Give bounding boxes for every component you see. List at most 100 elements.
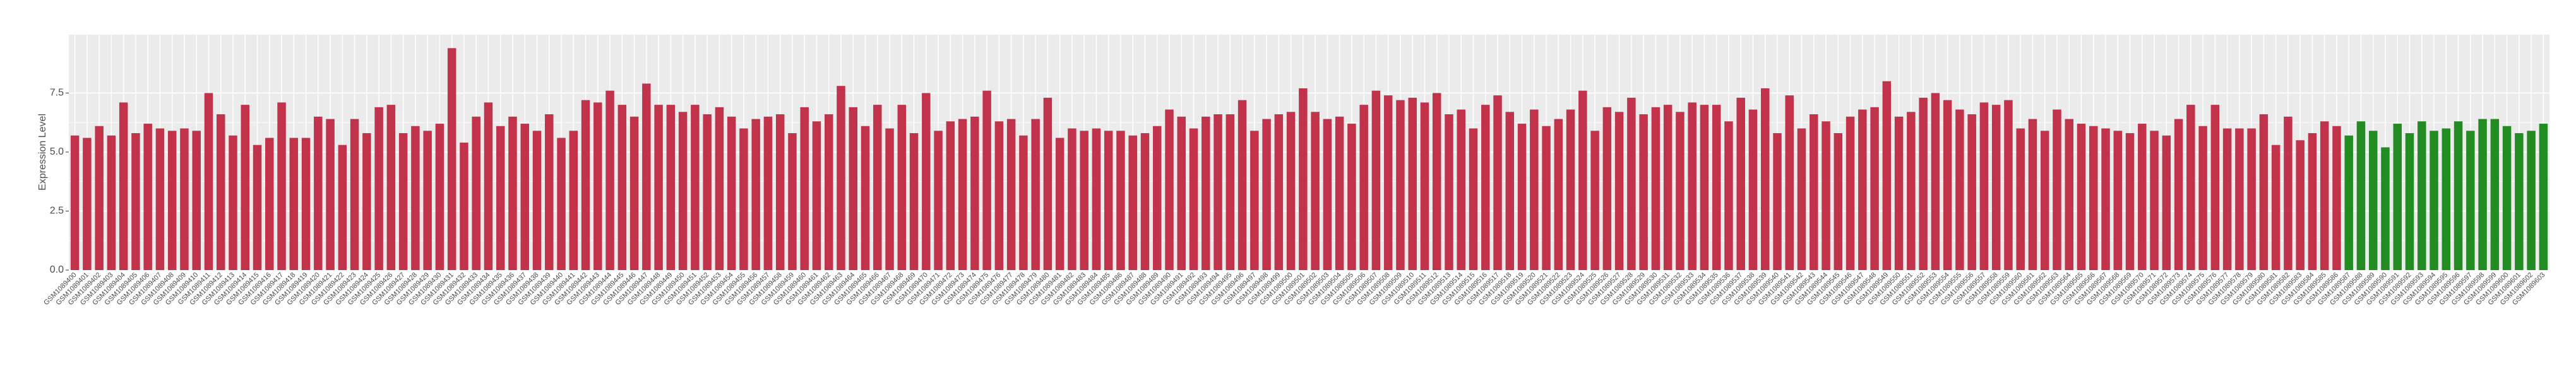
bar [1019, 135, 1028, 270]
bar [1153, 126, 1162, 270]
bar [1797, 128, 1806, 270]
bar [1907, 112, 1916, 270]
bar [2198, 126, 2207, 270]
bar [180, 128, 189, 270]
bar [1445, 114, 1453, 270]
bar [2247, 128, 2256, 270]
bar [484, 102, 493, 271]
bar [2065, 119, 2073, 270]
bar [2162, 135, 2171, 270]
bar [326, 119, 335, 270]
bar [824, 114, 833, 270]
bar [970, 116, 979, 270]
bar [2381, 147, 2390, 270]
bar [1031, 119, 1040, 270]
bar [654, 105, 663, 270]
bar [2150, 131, 2159, 270]
bar [277, 102, 286, 271]
bar [350, 119, 359, 270]
bar [229, 135, 237, 270]
bar [1858, 109, 1867, 270]
bar [1383, 95, 1393, 270]
bar [2016, 128, 2025, 270]
bar [217, 114, 225, 270]
bar [192, 131, 201, 270]
bar [545, 114, 554, 270]
bar [1688, 102, 1696, 271]
bar [447, 48, 456, 270]
bar [2332, 126, 2341, 270]
bar [1189, 128, 1198, 270]
bar [2101, 128, 2110, 270]
bar [2527, 131, 2536, 270]
bar [2502, 126, 2512, 270]
bar [435, 124, 444, 270]
bar [1202, 116, 1210, 270]
bar [1554, 119, 1563, 270]
bar [1505, 112, 1515, 270]
bar [861, 126, 870, 270]
bar [1177, 116, 1186, 270]
bar [763, 116, 773, 270]
bar [2186, 105, 2195, 270]
bar [83, 138, 92, 270]
bar [994, 121, 1004, 270]
bar [2053, 109, 2061, 270]
bar [1614, 112, 1624, 270]
bar [167, 131, 177, 270]
bar [1882, 81, 1892, 271]
bar [1530, 109, 1539, 270]
bar [119, 102, 128, 271]
bar [1955, 109, 1964, 270]
bar [2028, 119, 2037, 270]
bar [1639, 114, 1648, 270]
bar [496, 126, 505, 270]
bar [1602, 107, 1612, 270]
bar [2418, 121, 2426, 270]
bar [1068, 128, 1076, 270]
bar [2454, 121, 2463, 270]
bar [593, 102, 602, 271]
bar [1262, 119, 1271, 270]
bar [715, 107, 724, 270]
bar [2077, 124, 2086, 270]
bar [2235, 128, 2244, 270]
bar [1237, 100, 1247, 270]
bar [2174, 119, 2183, 270]
bar [1092, 128, 1101, 270]
bar [666, 105, 676, 270]
bar [1481, 105, 1490, 270]
bar [1055, 138, 1064, 270]
bar [1979, 102, 1989, 271]
bar [1140, 133, 1150, 270]
bar [423, 131, 432, 270]
bar [569, 131, 578, 270]
bar [934, 131, 943, 270]
bar [1773, 133, 1782, 270]
bar [837, 86, 845, 270]
bar [849, 107, 857, 270]
bar [751, 119, 760, 270]
bar [1627, 97, 1636, 270]
bar [1225, 114, 1235, 270]
bar [314, 116, 323, 270]
bar [2113, 131, 2123, 270]
bar [2344, 135, 2353, 270]
bar [581, 100, 590, 270]
bar [2368, 131, 2378, 270]
bar [788, 133, 797, 270]
bar [2089, 126, 2098, 270]
bar [1590, 131, 1599, 270]
bar [2320, 121, 2329, 270]
y-tick-label: 2.5 [50, 206, 64, 216]
bar [1542, 126, 1551, 270]
bar [1408, 97, 1417, 270]
bar [131, 133, 140, 270]
y-tick-label: 5.0 [50, 146, 64, 157]
bar [1457, 109, 1465, 270]
bar [1700, 105, 1709, 270]
bar [1736, 97, 1745, 270]
bar [338, 145, 347, 270]
bar [1834, 133, 1843, 270]
